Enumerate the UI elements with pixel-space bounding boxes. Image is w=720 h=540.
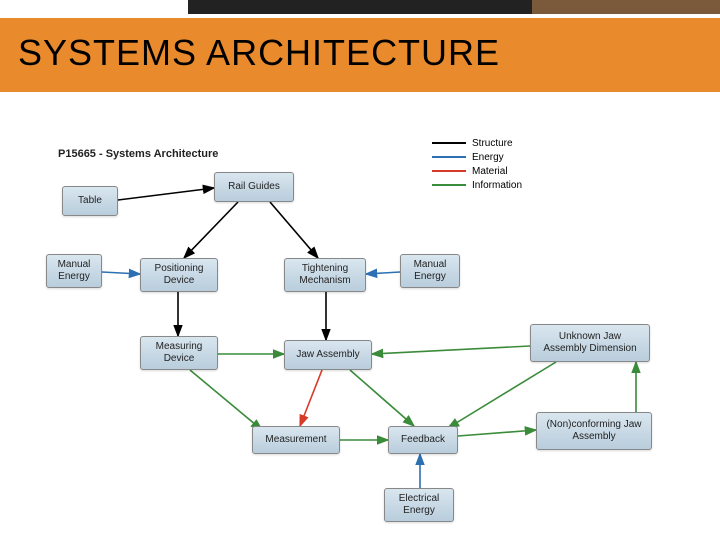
node-elec: Electrical Energy: [384, 488, 454, 522]
node-rail: Rail Guides: [214, 172, 294, 202]
node-table: Table: [62, 186, 118, 216]
node-measdev: Measuring Device: [140, 336, 218, 370]
edge-feedback-nonconf: [458, 430, 536, 436]
node-jaw: Jaw Assembly: [284, 340, 372, 370]
node-menergy1: Manual Energy: [46, 254, 102, 288]
title-band: SYSTEMS ARCHITECTURE: [0, 18, 720, 92]
top-bar-segment: [0, 0, 188, 14]
edge-menergy1-posdev: [102, 272, 140, 274]
edge-menergy2-tighten: [366, 272, 400, 274]
top-accent-bars: [0, 0, 720, 14]
top-bar-segment: [188, 0, 532, 14]
node-posdev: Positioning Device: [140, 258, 218, 292]
edge-measdev-measure: [190, 370, 262, 430]
edge-rail-tighten: [270, 202, 318, 258]
edge-unkjaw-jaw: [372, 346, 530, 354]
node-feedback: Feedback: [388, 426, 458, 454]
node-unkjaw: Unknown Jaw Assembly Dimension: [530, 324, 650, 362]
node-menergy2: Manual Energy: [400, 254, 460, 288]
edge-table-rail: [118, 188, 214, 200]
architecture-diagram: Table Rail Guides Manual Energy Positioning…: [0, 130, 720, 540]
page-title: SYSTEMS ARCHITECTURE: [18, 32, 702, 74]
node-tighten: Tightening Mechanism: [284, 258, 366, 292]
edge-jaw-feedback: [350, 370, 414, 426]
edge-jaw-measure: [300, 370, 322, 426]
node-nonconf: (Non)conforming Jaw Assembly: [536, 412, 652, 450]
node-measure: Measurement: [252, 426, 340, 454]
top-bar-segment: [532, 0, 720, 14]
edge-rail-posdev: [184, 202, 238, 258]
